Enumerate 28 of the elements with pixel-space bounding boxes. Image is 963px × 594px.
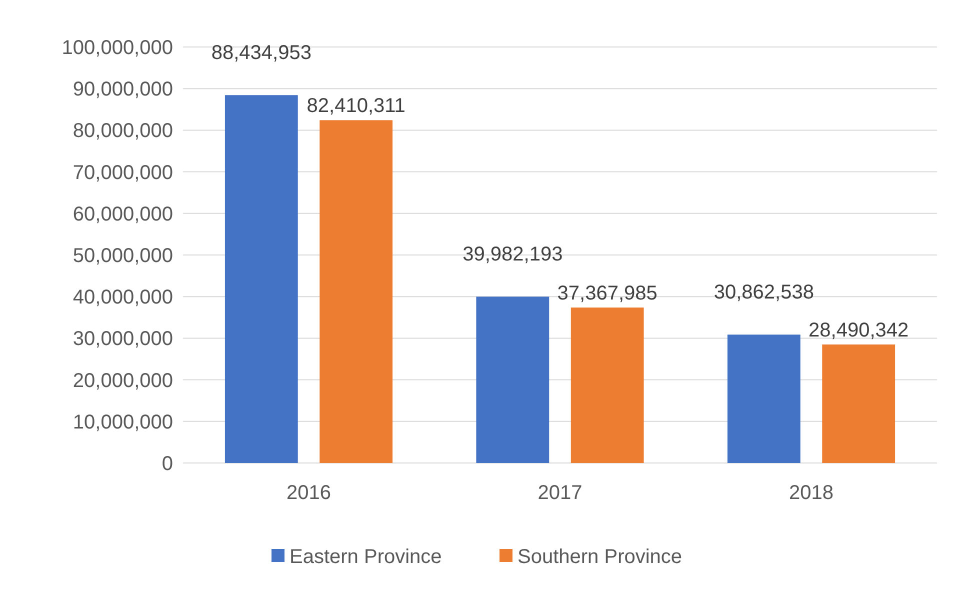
bar xyxy=(570,308,644,463)
data-label: 37,367,985 xyxy=(557,282,658,305)
y-tick-label: 30,000,000 xyxy=(72,328,173,350)
bar xyxy=(476,296,550,463)
y-tick-label: 90,000,000 xyxy=(72,78,173,101)
data-label: 82,410,311 xyxy=(306,95,406,118)
y-tick-label: 70,000,000 xyxy=(72,162,173,184)
data-label: 88,434,953 xyxy=(211,42,312,64)
bar xyxy=(822,344,896,463)
bar xyxy=(727,334,800,463)
data-label: 39,982,193 xyxy=(462,244,563,266)
legend-label: Eastern Province xyxy=(290,546,442,568)
y-tick-label: 100,000,000 xyxy=(62,37,173,59)
y-tick-label: 60,000,000 xyxy=(72,203,173,226)
y-tick-label: 0 xyxy=(162,453,173,475)
data-label: 28,490,342 xyxy=(808,319,909,342)
y-tick-label: 20,000,000 xyxy=(72,370,173,392)
y-tick-label: 80,000,000 xyxy=(72,120,173,142)
data-label: 30,862,538 xyxy=(714,282,814,304)
x-tick-label: 2016 xyxy=(286,482,331,504)
bar xyxy=(320,120,393,463)
x-tick-label: 2017 xyxy=(538,482,582,504)
y-tick-label: 40,000,000 xyxy=(72,286,173,309)
y-tick-label: 10,000,000 xyxy=(72,411,173,434)
x-tick-label: 2018 xyxy=(789,482,834,504)
legend-label: Southern Province xyxy=(518,546,682,568)
y-tick-label: 50,000,000 xyxy=(72,245,173,267)
bar xyxy=(224,95,298,463)
